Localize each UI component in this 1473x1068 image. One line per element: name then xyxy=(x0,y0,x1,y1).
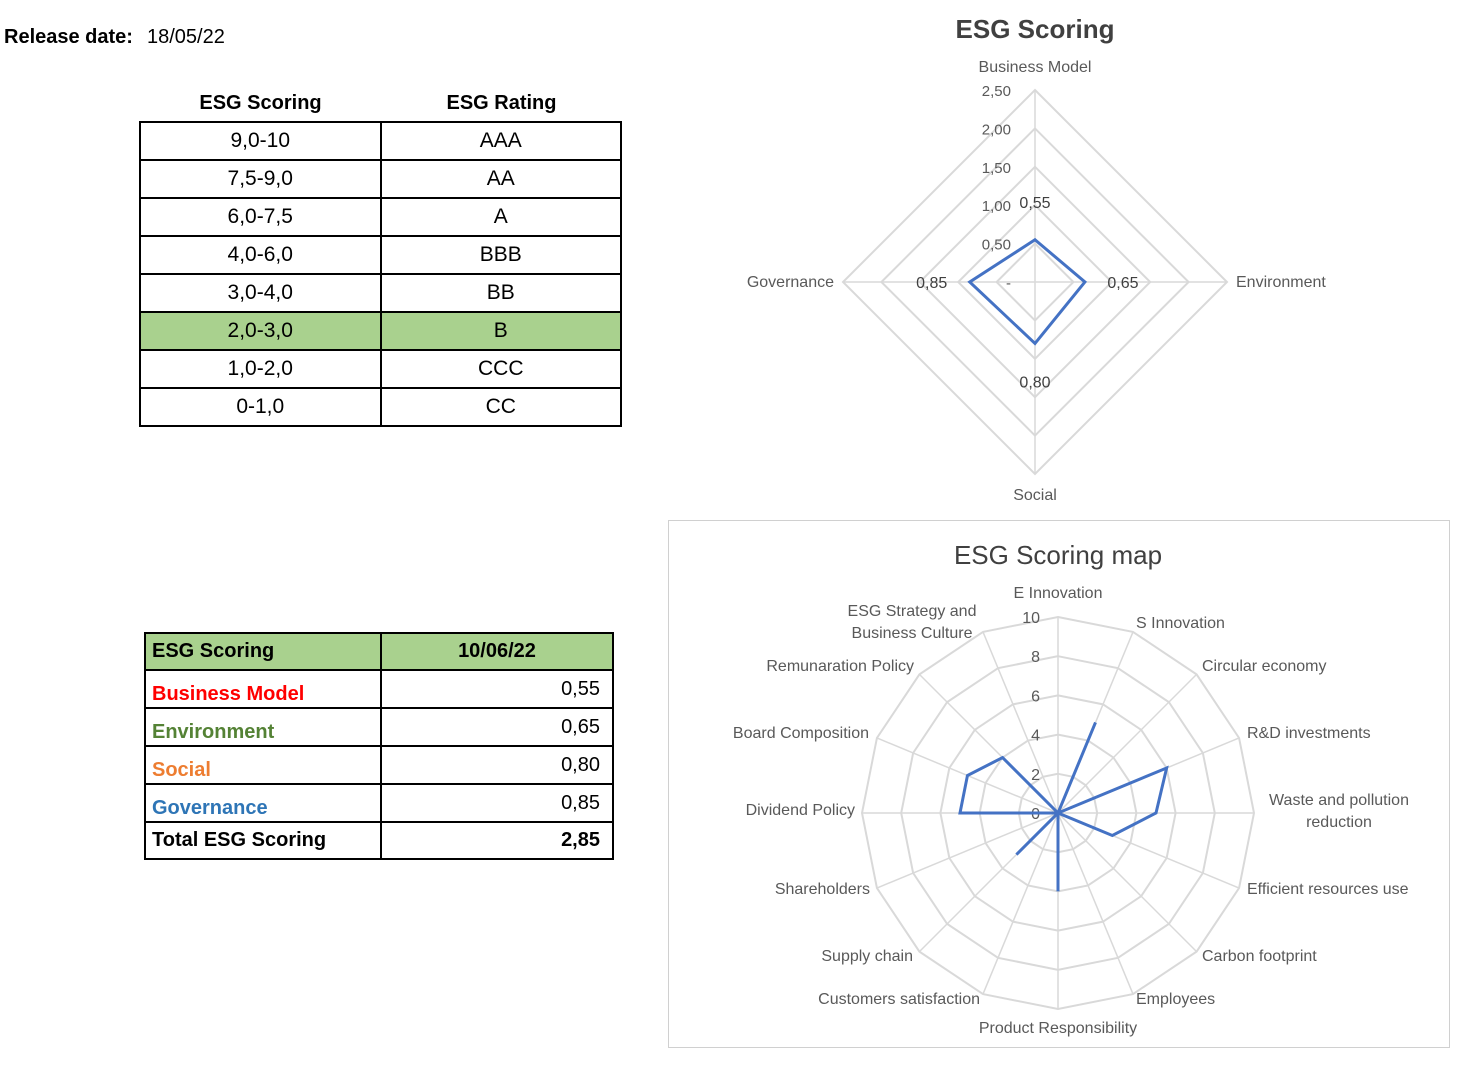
map-spoke xyxy=(982,812,1059,995)
score-category-label: Business Model xyxy=(144,669,382,709)
map-category-label: Business Culture xyxy=(852,625,973,642)
rating-scoring-cell: 9,0-10 xyxy=(139,121,382,161)
score-category-label: Social xyxy=(144,745,382,785)
radar-tick-label: 1,00 xyxy=(982,198,1011,215)
rating-scoring-cell: 4,0-6,0 xyxy=(139,235,382,275)
rating-scoring-cell: 1,0-2,0 xyxy=(139,349,382,389)
map-spoke xyxy=(876,812,1059,889)
map-series-line xyxy=(958,721,1169,892)
map-category-label: reduction xyxy=(1306,814,1372,831)
radar-tick-label: 0,50 xyxy=(982,237,1011,254)
map-category-label: S Innovation xyxy=(1136,615,1225,632)
score-row: Business Model 0,55 xyxy=(144,669,614,709)
radar-tick-label: 1,50 xyxy=(982,160,1011,177)
rating-grade-cell: BB xyxy=(379,273,622,313)
score-row: Governance 0,85 xyxy=(144,783,614,823)
score-category-label: Governance xyxy=(144,783,382,823)
map-spoke xyxy=(1057,812,1134,995)
map-category-label: Efficient resources use xyxy=(1247,881,1409,898)
map-category-label: E Innovation xyxy=(1014,585,1103,602)
map-category-label: Board Composition xyxy=(733,725,869,742)
map-tick-label: 8 xyxy=(1031,649,1040,666)
map-category-label: Waste and pollution xyxy=(1269,792,1409,809)
release-date-label: Release date: xyxy=(4,26,133,48)
map-category-label: Supply chain xyxy=(821,948,913,965)
rating-grade-cell: CCC xyxy=(379,349,622,389)
radar-category-label: Social xyxy=(1013,487,1057,504)
rating-row: 4,0-6,0 BBB xyxy=(139,235,622,275)
score-category-value: 0,65 xyxy=(380,707,614,747)
map-category-label: R&D investments xyxy=(1247,725,1371,742)
rating-grade-cell: CC xyxy=(379,387,622,427)
radar-category-label: Governance xyxy=(747,274,834,291)
rating-header-rating: ESG Rating xyxy=(446,92,557,114)
rating-row: 0-1,0 CC xyxy=(139,387,622,427)
radar-tick-label: 2,50 xyxy=(982,83,1011,100)
map-category-label: Carbon footprint xyxy=(1202,948,1317,965)
rating-table-header: ESG Scoring ESG Rating xyxy=(140,92,622,115)
rating-row: 2,0-3,0 B xyxy=(139,311,622,351)
rating-grade-cell: B xyxy=(379,311,622,351)
map-category-label: Product Responsibility xyxy=(979,1020,1137,1037)
score-total-value: 2,85 xyxy=(380,821,614,860)
rating-grade-cell: BBB xyxy=(379,235,622,275)
radar-tick-label: 2,00 xyxy=(982,121,1011,138)
map-category-label: ESG Strategy and xyxy=(848,603,977,620)
radar-data-label: 0,55 xyxy=(1019,195,1050,212)
map-category-label: Customers satisfaction xyxy=(818,991,980,1008)
score-table: ESG Scoring 10/06/22 Business Model 0,55 E… xyxy=(144,632,614,860)
rating-header-scoring: ESG Scoring xyxy=(199,92,322,114)
rating-row: 6,0-7,5 A xyxy=(139,197,622,237)
map-spoke xyxy=(1057,673,1198,814)
rating-scoring-cell: 2,0-3,0 xyxy=(139,311,382,351)
map-category-label: Shareholders xyxy=(775,881,870,898)
rating-row: 1,0-2,0 CCC xyxy=(139,349,622,389)
score-category-label: Environment xyxy=(144,707,382,747)
rating-table: 9,0-10 AAA 7,5-9,0 AA 6,0-7,5 A 4,0-6,0 BBB 3,0-… xyxy=(139,121,622,427)
score-category-value: 0,80 xyxy=(380,745,614,785)
scoring-map-frame xyxy=(668,520,1450,1048)
scoring-map-title: ESG Scoring map xyxy=(953,540,1163,570)
rating-scoring-cell: 3,0-4,0 xyxy=(139,273,382,313)
radar-data-label: 0,65 xyxy=(1107,275,1138,292)
rating-scoring-cell: 6,0-7,5 xyxy=(139,197,382,237)
rating-grade-cell: AA xyxy=(379,159,622,199)
score-total-row: Total ESG Scoring 2,85 xyxy=(144,821,614,860)
score-row: Environment 0,65 xyxy=(144,707,614,747)
radar-tick-label: - xyxy=(1006,275,1011,292)
score-header-label: ESG Scoring xyxy=(144,632,382,671)
score-row: Social 0,80 xyxy=(144,745,614,785)
radar-chart-title: ESG Scoring xyxy=(955,14,1115,44)
rating-grade-cell: AAA xyxy=(379,121,622,161)
radar-data-label: 0,80 xyxy=(1019,374,1050,391)
map-tick-label: 6 xyxy=(1031,688,1040,705)
radar-category-label: Environment xyxy=(1236,274,1326,291)
rating-scoring-cell: 7,5-9,0 xyxy=(139,159,382,199)
map-spoke xyxy=(1057,812,1198,953)
radar-data-label: 0,85 xyxy=(916,275,947,292)
rating-row: 9,0-10 AAA xyxy=(139,121,622,161)
score-header-date: 10/06/22 xyxy=(380,632,614,671)
rating-row: 7,5-9,0 AA xyxy=(139,159,622,199)
score-total-label: Total ESG Scoring xyxy=(144,821,382,860)
rating-scoring-cell: 0-1,0 xyxy=(139,387,382,427)
map-tick-label: 2 xyxy=(1031,767,1040,784)
map-category-label: Employees xyxy=(1136,991,1215,1008)
rating-row: 3,0-4,0 BB xyxy=(139,273,622,313)
map-spoke xyxy=(982,631,1059,814)
map-tick-label: 4 xyxy=(1031,728,1040,745)
score-table-header: ESG Scoring 10/06/22 xyxy=(144,632,614,671)
map-category-label: Remunaration Policy xyxy=(766,658,914,675)
score-category-value: 0,85 xyxy=(380,783,614,823)
map-tick-label: 10 xyxy=(1022,610,1040,627)
radar-series-line xyxy=(967,237,1088,346)
score-category-value: 0,55 xyxy=(380,669,614,709)
rating-grade-cell: A xyxy=(379,197,622,237)
radar-category-label: Business Model xyxy=(979,59,1092,76)
map-category-label: Circular economy xyxy=(1202,658,1326,675)
release-date: Release date: 18/05/22 xyxy=(4,26,225,49)
map-category-label: Dividend Policy xyxy=(746,802,855,819)
release-date-value: 18/05/22 xyxy=(146,26,225,48)
